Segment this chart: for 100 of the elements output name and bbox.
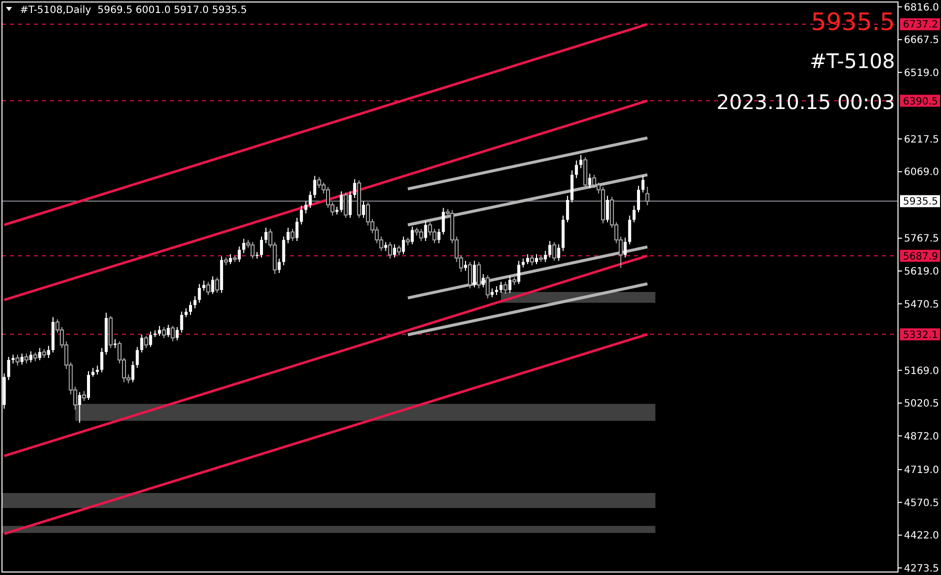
candlestick bbox=[198, 284, 201, 304]
candlestick bbox=[432, 228, 436, 244]
candlestick bbox=[20, 353, 24, 366]
candlestick bbox=[340, 190, 343, 213]
candlestick bbox=[86, 370, 90, 400]
candlestick bbox=[24, 353, 28, 364]
candlestick bbox=[16, 354, 20, 366]
chart-title: #T-5108,Daily 5969.5 6001.0 5917.0 5935.5 bbox=[20, 5, 247, 16]
ref-line-label: 5332.1 bbox=[903, 330, 938, 341]
candlestick bbox=[260, 236, 263, 258]
candlestick bbox=[393, 244, 396, 258]
y-tick-label: 6816.0 bbox=[904, 2, 939, 14]
candlestick bbox=[472, 260, 476, 288]
candlestick bbox=[317, 176, 322, 189]
y-tick-label: 5767.5 bbox=[904, 234, 939, 245]
candlestick bbox=[158, 325, 161, 336]
candlestick bbox=[552, 242, 556, 262]
candlestick bbox=[166, 324, 170, 338]
y-tick-label: 6217.5 bbox=[904, 134, 939, 146]
y-tick-label: 4422.0 bbox=[904, 530, 939, 542]
candlestick bbox=[308, 190, 312, 208]
candlestick bbox=[517, 260, 520, 285]
candlestick bbox=[482, 274, 485, 288]
candlestick bbox=[566, 195, 570, 223]
candlestick bbox=[442, 207, 445, 235]
y-tick-label: 5470.5 bbox=[904, 299, 939, 310]
candlestick bbox=[149, 330, 152, 348]
candlestick bbox=[211, 276, 214, 294]
candlestick bbox=[242, 238, 246, 254]
candlestick bbox=[574, 160, 578, 179]
candlestick bbox=[468, 261, 472, 289]
candlestick bbox=[637, 185, 640, 213]
candlestick bbox=[189, 301, 192, 316]
candlestick bbox=[606, 195, 609, 223]
candlestick bbox=[170, 325, 175, 342]
candlestick bbox=[29, 350, 32, 363]
candlestick bbox=[579, 154, 582, 169]
candlestick bbox=[641, 175, 644, 193]
annotation: 5935.5 bbox=[811, 8, 895, 36]
candlestick bbox=[526, 254, 530, 265]
candlestick bbox=[228, 254, 232, 265]
candlestick bbox=[645, 186, 650, 206]
candlestick bbox=[176, 326, 179, 341]
y-tick-label: 6519.0 bbox=[904, 68, 939, 79]
candlestick bbox=[348, 190, 352, 218]
candlestick bbox=[100, 348, 104, 373]
candlestick bbox=[282, 236, 286, 266]
candlestick bbox=[286, 227, 290, 244]
candlestick bbox=[624, 237, 627, 258]
candlestick bbox=[295, 217, 298, 242]
candlestick bbox=[508, 276, 512, 294]
y-tick-label: 4273.5 bbox=[904, 563, 939, 574]
candlestick bbox=[500, 281, 503, 294]
candlestick bbox=[557, 244, 560, 262]
candlestick bbox=[503, 281, 508, 294]
y-tick-label: 6069.0 bbox=[904, 167, 939, 178]
y-tick-label: 5020.5 bbox=[904, 398, 939, 410]
candlestick bbox=[278, 258, 281, 274]
candlestick bbox=[396, 244, 401, 256]
ref-line-label: 5935.5 bbox=[903, 196, 938, 208]
candlestick bbox=[202, 280, 206, 292]
annotation: 2023.10.15 00:03 bbox=[716, 90, 895, 114]
annotation: #T-5108 bbox=[810, 49, 895, 73]
candlestick bbox=[530, 254, 534, 266]
candlestick bbox=[304, 200, 308, 214]
candlestick bbox=[313, 175, 316, 198]
candlestick bbox=[193, 296, 196, 309]
candlestick bbox=[476, 261, 481, 289]
candlestick bbox=[588, 173, 592, 189]
candlestick bbox=[136, 346, 139, 368]
candlestick bbox=[131, 360, 134, 383]
candlestick bbox=[264, 227, 268, 244]
candlestick bbox=[215, 276, 220, 294]
candlestick bbox=[628, 215, 632, 245]
candlestick bbox=[180, 311, 184, 334]
candlestick bbox=[344, 192, 348, 218]
y-tick-label: 5619.0 bbox=[904, 266, 939, 278]
candlestick bbox=[353, 178, 356, 198]
candlestick bbox=[47, 345, 50, 358]
candlestick bbox=[424, 220, 428, 242]
y-tick-label: 4872.0 bbox=[904, 431, 939, 442]
ref-line-label: 6737.2 bbox=[903, 20, 938, 31]
candlestick bbox=[206, 281, 210, 296]
candlestick bbox=[410, 226, 414, 245]
candlestick bbox=[632, 205, 636, 223]
ref-line-label: 5687.9 bbox=[903, 251, 938, 262]
candlestick bbox=[388, 242, 392, 260]
candlestick bbox=[144, 335, 148, 349]
ref-line-label: 6390.5 bbox=[903, 96, 938, 108]
candlestick bbox=[362, 200, 366, 218]
candlestick bbox=[544, 250, 547, 262]
candlestick bbox=[464, 260, 468, 272]
y-tick-label: 4719.0 bbox=[904, 465, 939, 476]
candlestick bbox=[300, 205, 303, 225]
y-tick-label: 6667.5 bbox=[904, 35, 939, 46]
y-tick-label: 5169.0 bbox=[904, 366, 939, 377]
candlestick bbox=[402, 236, 405, 255]
candlestick bbox=[140, 334, 144, 353]
candlestick bbox=[290, 228, 295, 242]
candlestick bbox=[82, 390, 86, 402]
